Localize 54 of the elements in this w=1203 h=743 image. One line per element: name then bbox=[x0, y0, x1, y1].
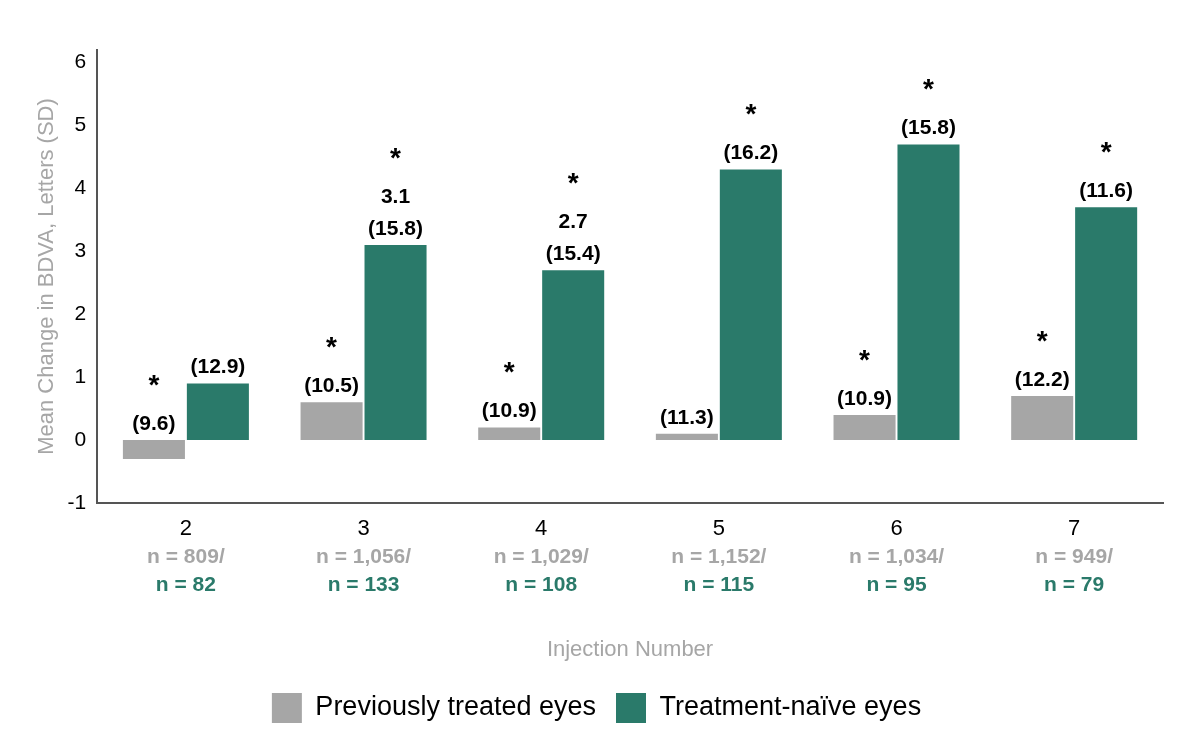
annotation: (11.6) bbox=[1079, 178, 1133, 202]
annotation: * bbox=[326, 331, 338, 363]
annotation: * bbox=[923, 73, 935, 105]
bar bbox=[655, 433, 718, 441]
annotation: * bbox=[745, 98, 757, 130]
x-tick-label: 3 n = 1,056/ n = 133 bbox=[315, 515, 412, 595]
bar bbox=[719, 169, 782, 441]
data-label: 3.1 bbox=[380, 183, 411, 207]
bar bbox=[1011, 396, 1074, 441]
annotation: (11.3) bbox=[660, 404, 714, 428]
y-tick-label: 2 bbox=[74, 301, 87, 325]
y-tick-label: 6 bbox=[74, 49, 87, 73]
x-tick-label: 4 n = 1,029/ n = 108 bbox=[493, 515, 589, 595]
x-tick-label: 6 n = 1,034/ n = 95 bbox=[848, 515, 945, 595]
annotation: (10.9) bbox=[837, 385, 892, 409]
y-tick-label: -1 bbox=[67, 489, 87, 513]
bar bbox=[186, 383, 249, 441]
y-tick-label: 5 bbox=[74, 112, 87, 136]
bar bbox=[542, 270, 605, 441]
x-tick-label: 5 n = 1,152/ n = 115 bbox=[671, 515, 767, 595]
annotation: * bbox=[1036, 324, 1048, 356]
bar bbox=[897, 144, 960, 441]
x-axis-title: Injection Number bbox=[546, 635, 714, 661]
annotation: (10.5) bbox=[304, 373, 360, 397]
annotation: (12.9) bbox=[190, 354, 246, 378]
annotation: * bbox=[567, 166, 579, 198]
y-tick-label: 1 bbox=[74, 363, 87, 387]
annotation: * bbox=[859, 343, 871, 375]
annotation: * bbox=[1100, 136, 1112, 168]
data-label: 2.7 bbox=[558, 209, 588, 233]
y-tick-label: 0 bbox=[74, 426, 87, 450]
bar bbox=[122, 440, 185, 459]
annotation: (15.4) bbox=[545, 241, 601, 265]
legend-label: Previously treated eyes bbox=[315, 691, 597, 722]
y-tick-label: 3 bbox=[74, 238, 87, 262]
bar bbox=[300, 402, 363, 441]
annotation: * bbox=[390, 141, 402, 173]
annotation: (16.2) bbox=[723, 140, 779, 164]
legend-label: Treatment-naïve eyes bbox=[659, 691, 922, 722]
x-tick-label: 2 n = 809/ n = 82 bbox=[147, 515, 225, 595]
annotation: (15.8) bbox=[368, 215, 423, 239]
bar bbox=[364, 245, 427, 441]
x-tick-label: 7 n = 949/ n = 79 bbox=[1035, 515, 1114, 595]
annotation: (15.8) bbox=[901, 115, 956, 139]
annotation: * bbox=[148, 368, 160, 400]
bar bbox=[478, 427, 541, 441]
annotation: (10.9) bbox=[481, 398, 537, 422]
y-axis-title: Mean Change in BDVA, Letters (SD) bbox=[33, 98, 59, 455]
annotation: (12.2) bbox=[1014, 366, 1070, 390]
annotation: (9.6) bbox=[132, 410, 176, 434]
bar bbox=[833, 414, 896, 441]
y-tick-label: 4 bbox=[74, 175, 87, 199]
bar bbox=[1075, 207, 1138, 441]
annotation: * bbox=[503, 356, 515, 388]
